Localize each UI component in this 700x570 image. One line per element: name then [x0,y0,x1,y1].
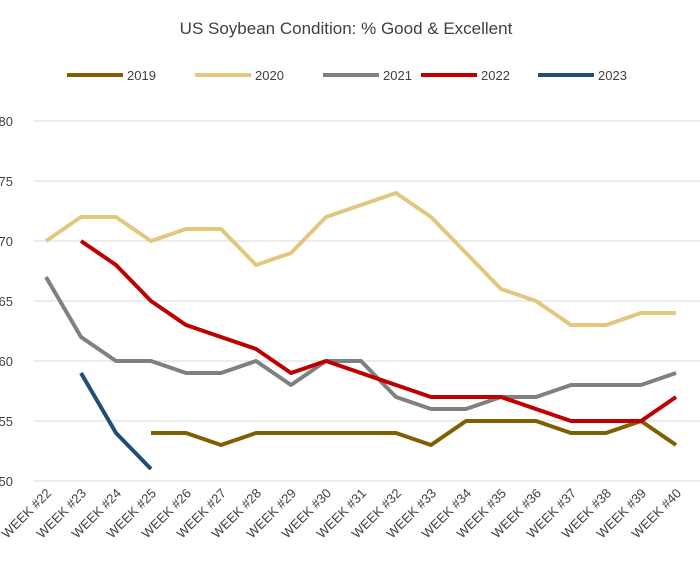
legend-label-2021: 2021 [383,68,412,83]
y-tick-label: 80 [0,114,13,129]
legend: 2019 2020 2021 2022 2023 [67,68,627,83]
legend-label-2019: 2019 [127,68,156,83]
series-line-2021 [44,275,677,411]
y-tick-label: 65 [0,294,13,309]
y-axis-ticks: 50 55 60 65 70 75 80 [0,114,13,489]
y-tick-label: 75 [0,174,13,189]
legend-label-2020: 2020 [255,68,284,83]
y-tick-label: 60 [0,354,13,369]
series-line-2022 [79,239,678,423]
y-tick-label: 50 [0,474,13,489]
series-line-2023 [79,371,153,471]
series-line-2019 [151,419,678,447]
y-tick-label: 55 [0,414,13,429]
gridlines [34,120,700,482]
legend-label-2022: 2022 [481,68,510,83]
series-lines [44,191,678,471]
series-line-2020 [44,191,676,327]
legend-label-2023: 2023 [598,68,627,83]
chart-title: US Soybean Condition: % Good & Excellent [180,19,513,38]
y-tick-label: 70 [0,234,13,249]
